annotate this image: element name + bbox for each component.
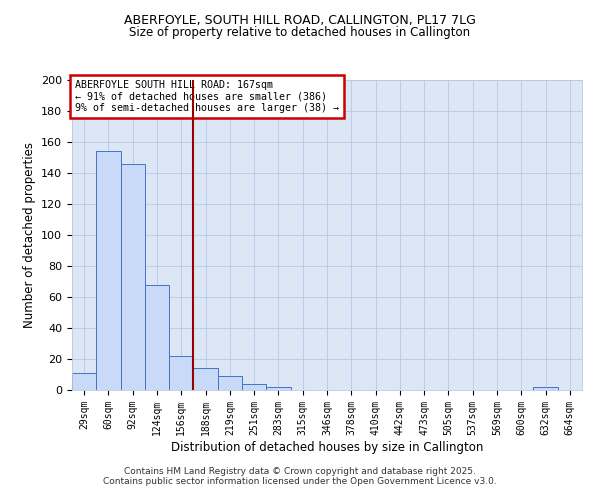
Bar bbox=[169, 356, 193, 390]
Bar bbox=[533, 387, 558, 390]
X-axis label: Distribution of detached houses by size in Callington: Distribution of detached houses by size … bbox=[171, 440, 483, 454]
Text: ABERFOYLE SOUTH HILL ROAD: 167sqm
← 91% of detached houses are smaller (386)
9% : ABERFOYLE SOUTH HILL ROAD: 167sqm ← 91% … bbox=[74, 80, 338, 113]
Text: Size of property relative to detached houses in Callington: Size of property relative to detached ho… bbox=[130, 26, 470, 39]
Bar bbox=[218, 376, 242, 390]
Text: Contains public sector information licensed under the Open Government Licence v3: Contains public sector information licen… bbox=[103, 477, 497, 486]
Bar bbox=[145, 284, 169, 390]
Bar bbox=[121, 164, 145, 390]
Bar bbox=[193, 368, 218, 390]
Bar bbox=[242, 384, 266, 390]
Text: Contains HM Land Registry data © Crown copyright and database right 2025.: Contains HM Land Registry data © Crown c… bbox=[124, 467, 476, 476]
Bar bbox=[96, 152, 121, 390]
Y-axis label: Number of detached properties: Number of detached properties bbox=[23, 142, 35, 328]
Bar bbox=[72, 373, 96, 390]
Text: ABERFOYLE, SOUTH HILL ROAD, CALLINGTON, PL17 7LG: ABERFOYLE, SOUTH HILL ROAD, CALLINGTON, … bbox=[124, 14, 476, 27]
Bar bbox=[266, 387, 290, 390]
